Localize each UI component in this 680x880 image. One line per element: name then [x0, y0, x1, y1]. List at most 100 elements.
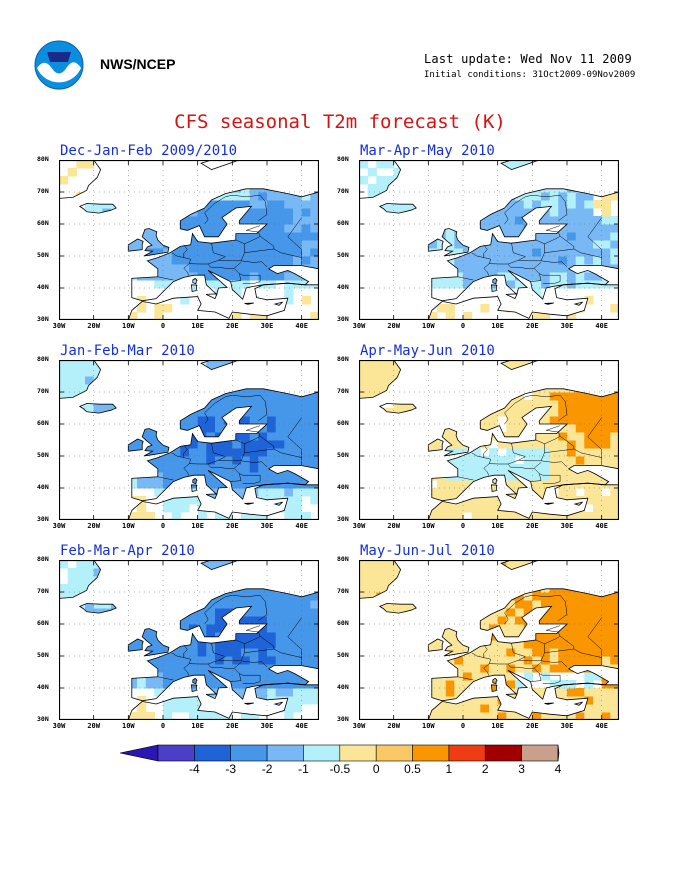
lat-label: 70N [337, 187, 349, 195]
lon-label: 10W [422, 722, 435, 730]
lat-label: 50N [37, 251, 49, 259]
forecast-map [359, 560, 619, 720]
lat-label: 70N [37, 387, 49, 395]
color-scale [119, 744, 560, 766]
lat-label: 30N [37, 315, 49, 323]
lon-label: 10E [191, 522, 204, 530]
lat-label: 40N [37, 683, 49, 691]
lon-label: 40E [295, 722, 308, 730]
lon-label: 20W [387, 722, 400, 730]
lat-label: 80N [337, 355, 349, 363]
noaa-logo [34, 40, 84, 90]
lat-label: 60N [37, 619, 49, 627]
lat-label: 30N [37, 515, 49, 523]
lon-label: 20E [226, 722, 239, 730]
lon-label: 20E [526, 522, 539, 530]
panel-title: Apr-May-Jun 2010 [360, 343, 495, 359]
forecast-map [359, 160, 619, 320]
lon-label: 40E [595, 322, 608, 330]
lat-label: 50N [337, 451, 349, 459]
lat-label: 70N [37, 187, 49, 195]
lon-label: 20E [526, 722, 539, 730]
color-scale-label: 3 [518, 762, 525, 776]
lon-label: 10W [122, 722, 135, 730]
color-scale-label: -4 [189, 762, 200, 776]
forecast-map [359, 360, 619, 520]
lon-label: 20W [87, 522, 100, 530]
page-title: CFS seasonal T2m forecast (K) [174, 111, 506, 133]
lon-label: 0 [460, 722, 466, 730]
forecast-map [59, 560, 319, 720]
color-scale-label: -2 [261, 762, 273, 776]
lon-label: 30E [260, 522, 274, 530]
lon-label: 40E [595, 522, 608, 530]
lat-label: 60N [337, 419, 349, 427]
color-scale-label: 1 [445, 762, 453, 776]
lon-label: 30W [52, 522, 66, 530]
lon-label: 10W [122, 522, 135, 530]
lat-label: 30N [337, 515, 349, 523]
lon-label: 0 [460, 322, 466, 330]
color-scale-label: -1 [298, 762, 309, 776]
lon-label: 10W [122, 322, 135, 330]
forecast-map [59, 160, 319, 320]
lon-label: 30E [260, 722, 274, 730]
lon-label: 30W [352, 522, 366, 530]
lon-label: 40E [295, 522, 308, 530]
lon-label: 10W [422, 522, 435, 530]
lon-label: 10E [491, 322, 504, 330]
lon-label: 10E [491, 722, 504, 730]
lat-label: 50N [37, 451, 49, 459]
lat-label: 70N [37, 587, 49, 595]
lat-label: 70N [337, 387, 349, 395]
lat-label: 40N [37, 283, 49, 291]
lon-label: 20W [87, 322, 100, 330]
initial-conditions: Initial conditions: 31Oct2009-09Nov2009 [424, 70, 636, 80]
lon-label: 40E [595, 722, 608, 730]
color-scale-label: 0.5 [404, 762, 421, 776]
lon-label: 40E [295, 322, 308, 330]
lat-label: 40N [37, 483, 49, 491]
color-scale-label: -3 [225, 762, 237, 776]
color-scale-label: 0 [372, 762, 380, 776]
lon-label: 20W [387, 322, 400, 330]
lon-label: 30W [352, 722, 366, 730]
lon-label: 10E [191, 322, 204, 330]
panel-title: Mar-Apr-May 2010 [360, 143, 495, 159]
lon-label: 30W [52, 722, 66, 730]
lon-label: 10E [191, 722, 204, 730]
lat-label: 40N [337, 683, 349, 691]
lat-label: 60N [37, 419, 49, 427]
lon-label: 20W [387, 522, 400, 530]
lon-label: 30E [560, 322, 574, 330]
lat-label: 70N [337, 587, 349, 595]
lat-label: 60N [337, 219, 349, 227]
agency-name: NWS/NCEP [100, 56, 176, 72]
lon-label: 20E [226, 322, 239, 330]
color-scale-label: 4 [554, 762, 562, 776]
lat-label: 60N [37, 219, 49, 227]
lat-label: 50N [337, 651, 349, 659]
lat-label: 80N [337, 155, 349, 163]
lat-label: 80N [37, 155, 49, 163]
lon-label: 0 [160, 522, 166, 530]
lat-label: 30N [337, 715, 349, 723]
lon-label: 30W [352, 322, 366, 330]
lon-label: 20E [226, 522, 239, 530]
lon-label: 0 [460, 522, 466, 530]
lon-label: 10E [491, 522, 504, 530]
lon-label: 0 [160, 322, 166, 330]
panel-title: May-Jun-Jul 2010 [360, 543, 495, 559]
last-update: Last update: Wed Nov 11 2009 [424, 52, 632, 66]
lon-label: 20E [526, 322, 539, 330]
lat-label: 30N [337, 315, 349, 323]
lon-label: 30E [560, 522, 574, 530]
lon-label: 10W [422, 322, 435, 330]
lat-label: 40N [337, 483, 349, 491]
color-scale-label: 2 [481, 762, 489, 776]
lat-label: 80N [37, 355, 49, 363]
lon-label: 20W [87, 722, 100, 730]
panel-title: Dec-Jan-Feb 2009/2010 [60, 143, 238, 159]
lat-label: 80N [37, 555, 49, 563]
color-scale-label: -0.5 [329, 762, 351, 776]
